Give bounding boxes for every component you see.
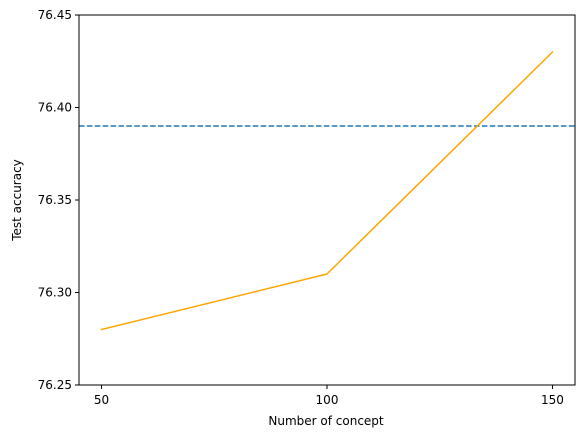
y-tick-label: 76.25 — [38, 378, 72, 392]
plot-area — [78, 14, 576, 386]
x-tick-label: 100 — [316, 393, 339, 407]
axes-frame — [78, 14, 576, 386]
x-tick-label: 150 — [541, 393, 564, 407]
y-tick-label: 76.45 — [38, 8, 72, 22]
y-tick-label: 76.30 — [38, 286, 72, 300]
y-axis-ticks: 76.25 76.30 76.35 76.40 76.45 — [38, 8, 79, 392]
y-tick-label: 76.35 — [38, 193, 72, 207]
series-line — [100, 50, 554, 331]
x-tick-label: 50 — [94, 393, 109, 407]
x-axis-label: Number of concept — [268, 414, 384, 428]
y-axis-label: Test accuracy — [10, 159, 24, 242]
y-tick-label: 76.40 — [38, 101, 72, 115]
x-axis-ticks: 50 100 150 — [94, 385, 564, 407]
